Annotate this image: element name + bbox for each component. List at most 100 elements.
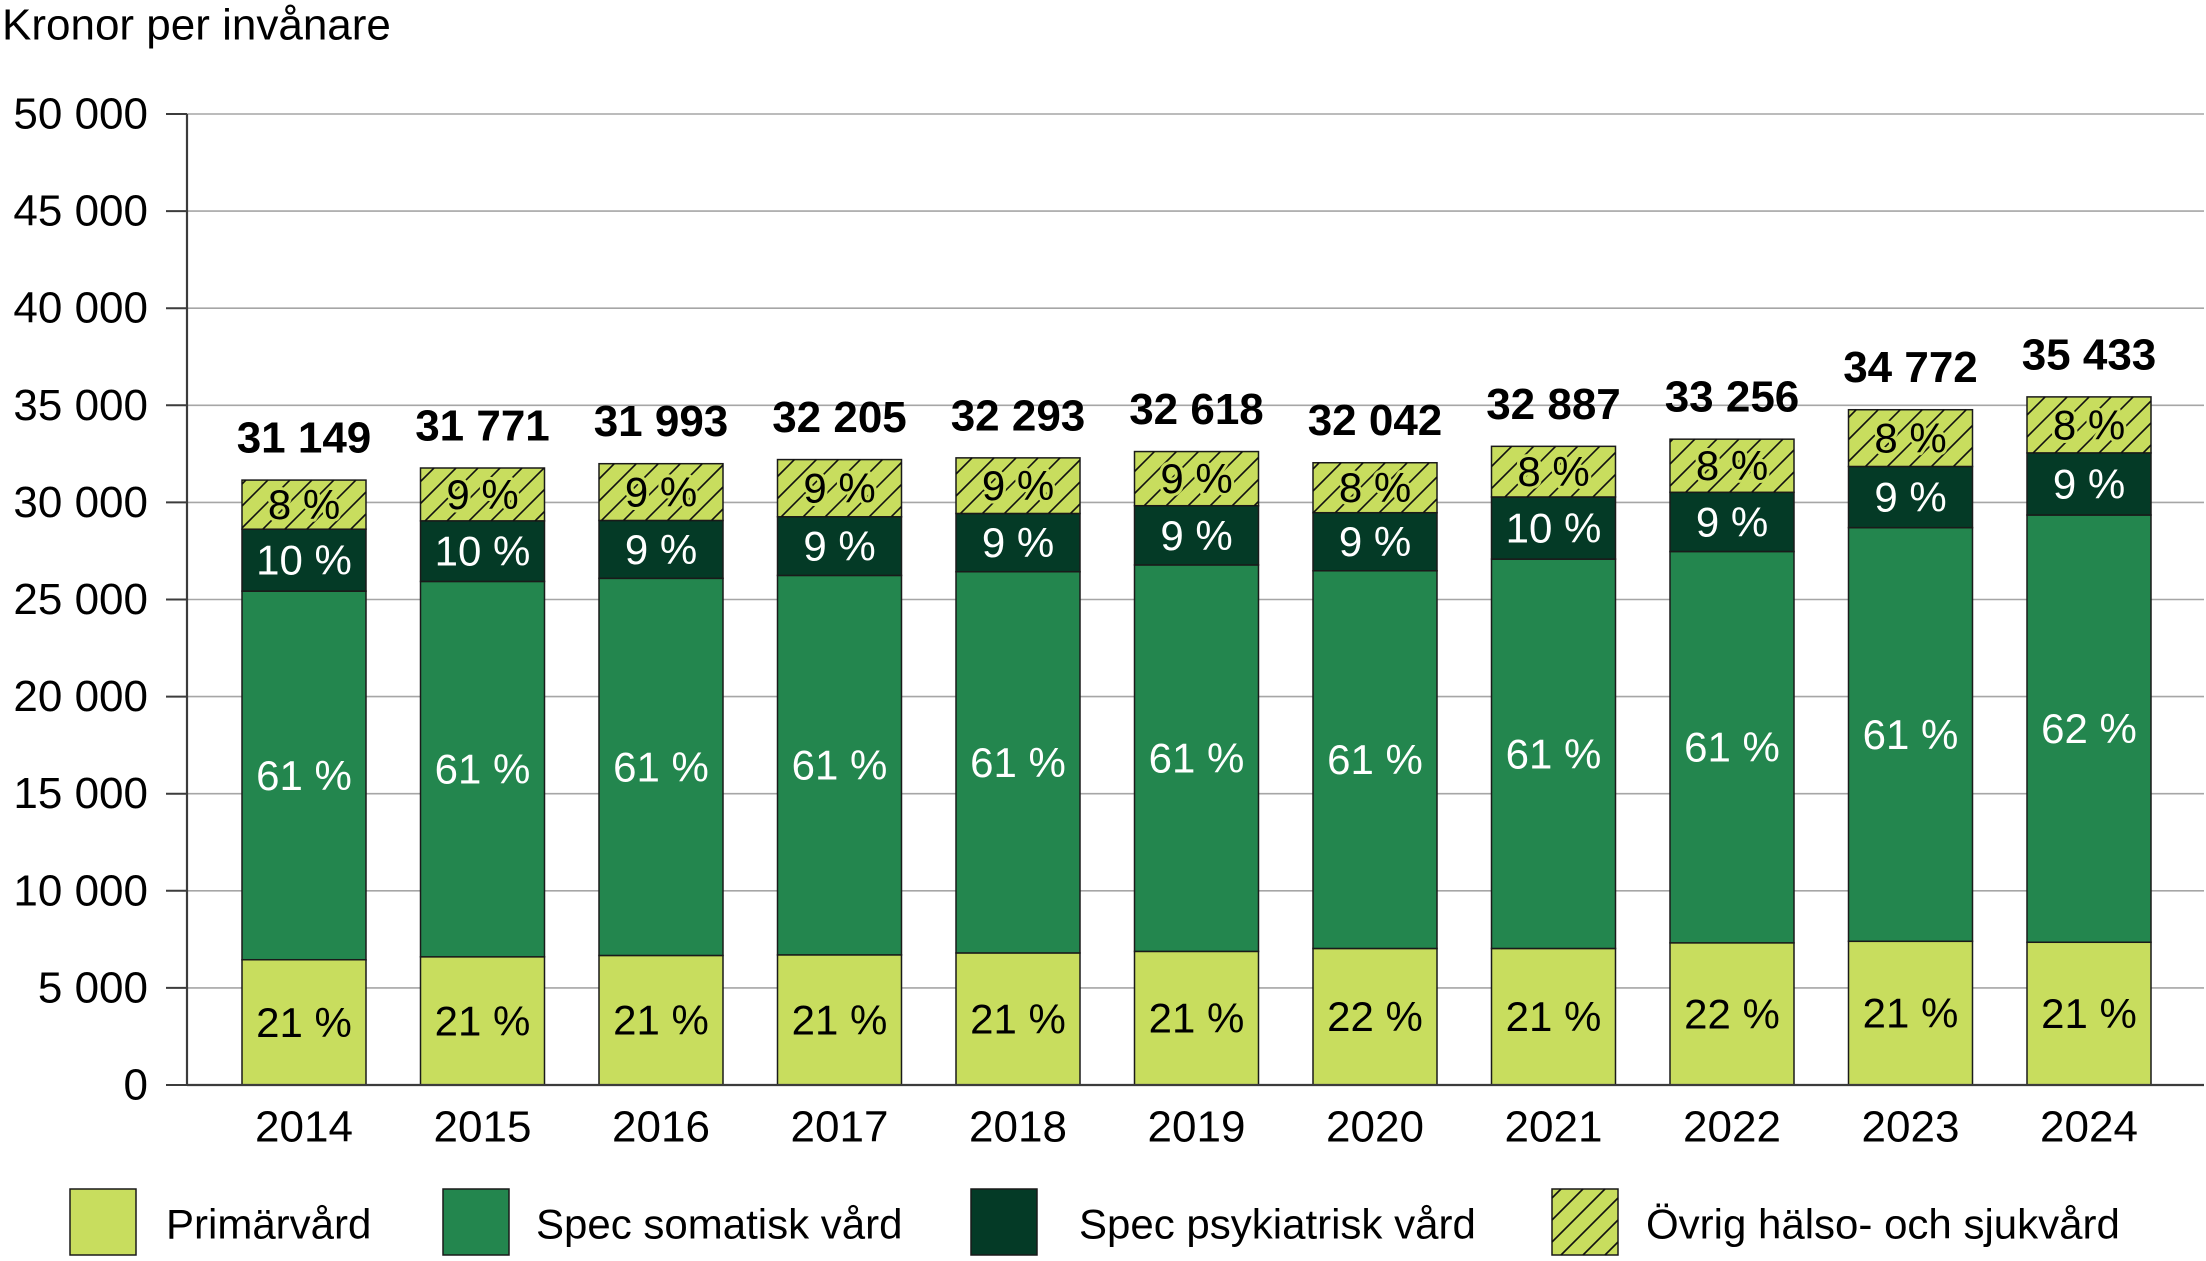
segment-label-spec-psykiatrisk-vard-2015: 10 % [435, 528, 531, 575]
bar-stack-2023 [1847, 408, 1974, 1086]
legend-label-ovrig-halso-och-sjukvard: Övrig hälso- och sjukvård [1646, 1201, 2120, 1248]
hatch-line [1551, 1188, 1584, 1221]
bar-segment-ovrig-halso-och-sjukvard-2016 [598, 462, 724, 522]
legend-swatch-spec-psykiatrisk-vard [970, 1188, 1038, 1256]
bars [241, 396, 2152, 1086]
hatch-line [2098, 400, 2152, 454]
hatch-line [1729, 438, 1784, 493]
segment-label-spec-psykiatrisk-vard-2024: 9 % [2053, 460, 2125, 507]
bar-segment-primarvard-2020 [1312, 947, 1438, 1086]
x-tick-label-2023: 2023 [1862, 1103, 1960, 1152]
segment-label-spec-psykiatrisk-vard-2014: 10 % [256, 537, 352, 584]
y-axis-title: Kronor per invånare [2, 1, 391, 50]
bar-segment-spec-psykiatrisk-vard-2024 [2026, 452, 2152, 516]
hatch-line [512, 488, 546, 522]
x-tick-label-2024: 2024 [2040, 1103, 2138, 1152]
bar-stack-2020 [1312, 461, 1438, 1086]
x-tick-label-2018: 2018 [969, 1103, 1067, 1152]
segment-label-spec-psykiatrisk-vard-2021: 10 % [1506, 505, 1602, 552]
hatch-line [1847, 409, 1879, 441]
hatch-line [1422, 498, 1438, 514]
y-tick-label: 30 000 [13, 478, 148, 527]
x-tick-label-2014: 2014 [255, 1103, 353, 1152]
x-tick-label-2019: 2019 [1148, 1103, 1246, 1152]
segment-label-spec-psykiatrisk-vard-2022: 9 % [1696, 498, 1768, 545]
segment-label-ovrig-halso-och-sjukvard-2017: 9 % [803, 465, 875, 512]
segment-label-ovrig-halso-och-sjukvard-2021: 8 % [1517, 448, 1589, 495]
hatch-line [1930, 424, 1974, 468]
bar-segment-ovrig-halso-och-sjukvard-2018 [955, 457, 1081, 515]
bar-segment-spec-psykiatrisk-vard-2016 [598, 519, 724, 580]
hatch-line [2026, 396, 2046, 416]
segment-label-ovrig-halso-och-sjukvard-2024: 8 % [2053, 401, 2125, 448]
hatch-line [2120, 422, 2152, 454]
hatch-line [328, 491, 367, 530]
bar-stack-2016 [598, 462, 724, 1086]
bar-segment-spec-somatisk-vard-2016 [598, 577, 724, 957]
hatch-line [241, 479, 247, 485]
total-label-2024: 35 433 [2022, 330, 2157, 379]
bar-segment-spec-psykiatrisk-vard-2017 [776, 516, 903, 577]
bar-stack-2024 [2026, 396, 2152, 1086]
segment-label-spec-somatisk-vard-2023: 61 % [1863, 711, 1959, 758]
hatch-line [598, 463, 637, 502]
hatch-line [1003, 457, 1061, 515]
hatch-line [419, 467, 435, 483]
segment-label-spec-somatisk-vard-2015: 61 % [435, 746, 531, 793]
hatch-line [1669, 438, 1718, 487]
segment-label-spec-somatisk-vard-2024: 62 % [2041, 705, 2137, 752]
bar-stack-2015 [419, 467, 546, 1086]
hatch-line [446, 467, 501, 522]
y-tick-label: 5 000 [38, 963, 148, 1012]
hatch-line [350, 513, 367, 530]
hatch-line [776, 459, 795, 478]
hatch-line [2076, 396, 2134, 454]
y-tick-label: 25 000 [13, 575, 148, 624]
segment-label-ovrig-halso-och-sjukvard-2014: 8 % [268, 481, 340, 528]
bar-segment-primarvard-2016 [598, 954, 724, 1086]
hatch-line [1669, 438, 1674, 443]
hatch-line [1707, 438, 1762, 493]
hatch-line [1551, 1188, 1606, 1243]
x-tick-label-2016: 2016 [612, 1103, 710, 1152]
hatch-line [1886, 409, 1945, 468]
hatch-line [688, 486, 724, 522]
bar-segment-spec-psykiatrisk-vard-2020 [1312, 511, 1438, 572]
segment-label-spec-somatisk-vard-2020: 61 % [1327, 736, 1423, 783]
hatch-line [2142, 444, 2152, 454]
total-label-2019: 32 618 [1129, 385, 1264, 434]
hatch-line [424, 467, 479, 522]
legend-item-spec-psykiatrisk-vard: Spec psykiatrisk vård [970, 1188, 1476, 1256]
hatch-line [1551, 1188, 1562, 1199]
bar-segment-ovrig-halso-och-sjukvard-2015 [419, 467, 546, 522]
hatch-line [1334, 462, 1386, 514]
hatch-line [1560, 1197, 1619, 1256]
hatch-line [846, 461, 903, 518]
y-tick-label: 45 000 [13, 187, 148, 236]
hatch-line [1209, 456, 1260, 507]
segment-label-spec-psykiatrisk-vard-2018: 9 % [982, 519, 1054, 566]
bar-stack-2018 [955, 457, 1081, 1086]
hatch-line [1069, 503, 1081, 515]
segment-label-spec-psykiatrisk-vard-2017: 9 % [803, 523, 875, 570]
hatch-line [1490, 445, 1513, 468]
hatch-line [1231, 478, 1260, 507]
bar-segment-spec-somatisk-vard-2023 [1847, 526, 1974, 943]
hatch-line [598, 463, 615, 480]
x-tick-label-2020: 2020 [1326, 1103, 1424, 1152]
segment-label-primarvard-2015: 21 % [435, 997, 531, 1044]
segment-label-primarvard-2014: 21 % [256, 999, 352, 1046]
segment-label-ovrig-halso-och-sjukvard-2015: 9 % [446, 471, 518, 518]
segment-label-primarvard-2021: 21 % [1506, 993, 1602, 1040]
axes: 0 5 000 10 000 15 000 20 000 25 000 30 000 35 0… [13, 90, 2204, 1110]
total-label-2021: 32 887 [1486, 380, 1621, 429]
bar-segment-spec-psykiatrisk-vard-2023 [1847, 465, 1974, 529]
bar-segment-primarvard-2024 [2026, 941, 2152, 1086]
total-label-2023: 34 772 [1843, 343, 1978, 392]
bar-segment-spec-psykiatrisk-vard-2018 [955, 512, 1081, 573]
hatch-line [1400, 476, 1438, 514]
segment-label-spec-psykiatrisk-vard-2019: 9 % [1160, 512, 1232, 559]
hatch-line [419, 467, 457, 505]
segment-label-primarvard-2024: 21 % [2041, 990, 2137, 1037]
